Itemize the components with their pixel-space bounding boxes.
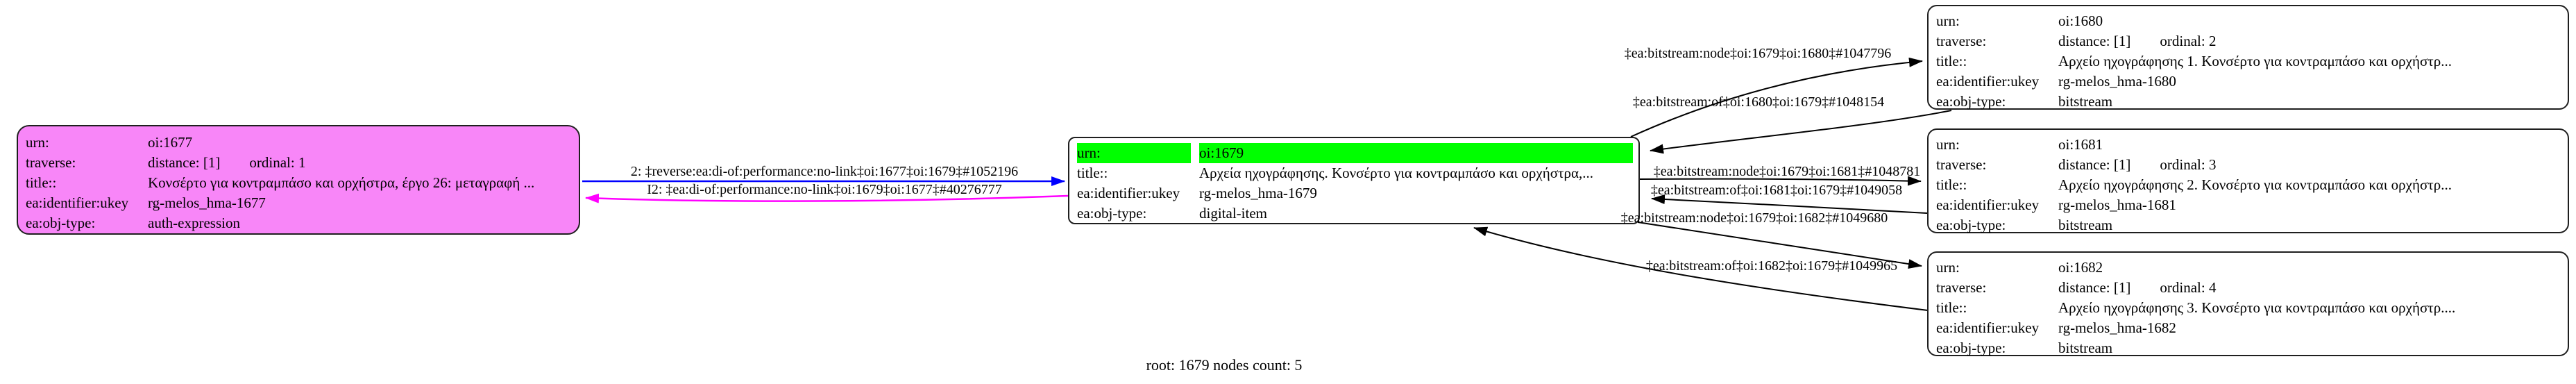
field-value: rg-melos_hma-1679 <box>1199 185 1317 201</box>
field-value: digital-item <box>1199 205 1267 222</box>
node-row: ea:identifier:ukey rg-melos_hma-1679 <box>1077 183 1633 203</box>
node-row: urn: oi:1682 <box>1936 258 2562 278</box>
node-row: traverse: distance: [1] ordinal: 2 <box>1936 31 2562 51</box>
field-value: oi:1680 <box>2058 12 2103 29</box>
node-row: urn: oi:1681 <box>1936 135 2562 155</box>
edge-label-bitstream-node-1680: ‡ea:bitstream:node‡oi:1679‡oi:1680‡#1047… <box>1624 46 1892 61</box>
field-label: ea:identifier:ukey <box>26 194 129 211</box>
field-label: traverse: <box>26 154 76 171</box>
node-row: ea:identifier:ukey rg-melos_hma-1680 <box>1936 72 2562 92</box>
field-value: rg-melos_hma-1677 <box>148 194 266 211</box>
field-value: rg-melos_hma-1681 <box>2058 197 2176 213</box>
node-row: ea:identifier:ukey rg-melos_hma-1681 <box>1936 195 2562 215</box>
node-oi-1681: urn: oi:1681 traverse: distance: [1] ordi… <box>1927 128 2569 233</box>
node-row: traverse: distance: [1] ordinal: 1 <box>26 153 573 173</box>
field-value: rg-melos_hma-1680 <box>2058 73 2176 90</box>
node-oi-1682: urn: oi:1682 traverse: distance: [1] ordi… <box>1927 251 2569 356</box>
field-label: ea:obj-type: <box>1936 93 2006 110</box>
field-label: title:: <box>26 174 57 191</box>
node-row: title:: Αρχείο ηχογράφησης 3. Κονσέρτο γ… <box>1936 298 2562 318</box>
field-label: urn: <box>26 134 49 151</box>
node-oi-1679-root: urn: oi:1679 title:: Αρχεία ηχογράφησης.… <box>1068 137 1640 224</box>
field-label: traverse: <box>1936 279 1987 296</box>
edge-bitstream-of-1680 <box>1650 110 1952 154</box>
field-label: ea:obj-type: <box>1936 340 2006 356</box>
field-value-extra: ordinal: 2 <box>2160 33 2217 49</box>
graph-caption: root: 1679 nodes count: 5 <box>1146 356 1303 374</box>
node-row: ea:identifier:ukey rg-melos_hma-1682 <box>1936 318 2562 338</box>
field-label: title:: <box>1936 53 1967 69</box>
field-value-extra: ordinal: 3 <box>2160 156 2217 173</box>
field-label: ea:obj-type: <box>1077 205 1147 222</box>
field-value-extra: ordinal: 1 <box>249 154 306 171</box>
field-label: urn: <box>1936 136 1960 153</box>
node-row: ea:identifier:ukey rg-melos_hma-1677 <box>26 193 573 213</box>
field-label: ea:identifier:ukey <box>1936 73 2040 90</box>
field-value: distance: [1] ordinal: 3 <box>2058 156 2217 173</box>
field-value: Αρχεία ηχογράφησης. Κονσέρτο για κοντραμ… <box>1199 165 1593 181</box>
field-value: oi:1677 <box>148 134 193 151</box>
node-row: traverse: distance: [1] ordinal: 4 <box>1936 278 2562 298</box>
field-label: traverse: <box>1936 156 1987 173</box>
field-value: bitstream <box>2058 93 2113 110</box>
field-value: Αρχείο ηχογράφησης 1. Κονσέρτο για κοντρ… <box>2058 53 2452 69</box>
node-row: traverse: distance: [1] ordinal: 3 <box>1936 155 2562 175</box>
edge-label-performance-no-link: I2: ‡ea:di-of:performance:no-link‡oi:167… <box>647 182 1002 197</box>
node-row: ea:obj-type: bitstream <box>1936 215 2562 235</box>
node-row: title:: Κονσέρτο για κοντραμπάσο και ορχ… <box>26 173 573 193</box>
field-label: title:: <box>1936 299 1967 316</box>
field-label: urn: <box>1936 12 1960 29</box>
field-value: Αρχείο ηχογράφησης 2. Κονσέρτο για κοντρ… <box>2058 176 2452 193</box>
edge-label-bitstream-node-1682: ‡ea:bitstream:node‡oi:1679‡oi:1682‡#1049… <box>1620 210 1888 226</box>
field-value: auth-expression <box>148 215 240 231</box>
field-label: title:: <box>1936 176 1967 193</box>
field-value: oi:1682 <box>2058 259 2103 276</box>
node-row: ea:obj-type: auth-expression <box>26 213 573 233</box>
field-value: distance: [1] ordinal: 1 <box>148 154 306 171</box>
node-oi-1677: urn: oi:1677 traverse: distance: [1] ordi… <box>17 125 580 235</box>
node-oi-1680: urn: oi:1680 traverse: distance: [1] ordi… <box>1927 5 2569 110</box>
field-value: Αρχείο ηχογράφησης 3. Κονσέρτο για κοντρ… <box>2058 299 2456 316</box>
node-row-highlighted: urn: oi:1679 <box>1077 143 1633 163</box>
field-value: rg-melos_hma-1682 <box>2058 319 2176 336</box>
node-row: ea:obj-type: bitstream <box>1936 92 2562 112</box>
node-row: urn: oi:1680 <box>1936 11 2562 31</box>
field-value: distance: [1] ordinal: 2 <box>2058 33 2217 49</box>
field-label: traverse: <box>1936 33 1987 49</box>
edge-label-reverse-performance-link: 2: ‡reverse:ea:di-of:performance:no-link… <box>630 164 1019 179</box>
field-label: ea:identifier:ukey <box>1936 197 2040 213</box>
field-value: Κονσέρτο για κοντραμπάσο και ορχήστρα, έ… <box>148 174 535 191</box>
edge-bitstream-node-1681 <box>1639 176 1922 186</box>
edge-label-bitstream-node-1681: ‡ea:bitstream:node‡oi:1679‡oi:1681‡#1048… <box>1653 164 1921 179</box>
field-label: ea:identifier:ukey <box>1936 319 2040 336</box>
field-label: ea:obj-type: <box>1936 217 2006 233</box>
node-row: title:: Αρχεία ηχογράφησης. Κονσέρτο για… <box>1077 163 1633 183</box>
edge-label-bitstream-of-1680: ‡ea:bitstream:of‡oi:1680‡oi:1679‡#104815… <box>1632 94 1885 110</box>
field-label: urn: <box>1936 259 1960 276</box>
field-value-extra: ordinal: 4 <box>2160 279 2217 296</box>
node-row: title:: Αρχείο ηχογράφησης 2. Κονσέρτο γ… <box>1936 175 2562 195</box>
node-row: ea:obj-type: bitstream <box>1936 338 2562 358</box>
field-value: oi:1679 <box>1199 143 1633 163</box>
field-value: bitstream <box>2058 217 2113 233</box>
node-row: urn: oi:1677 <box>26 133 573 153</box>
field-value: bitstream <box>2058 340 2113 356</box>
field-label: urn: <box>1077 143 1191 163</box>
field-label: title:: <box>1077 165 1108 181</box>
field-label: ea:obj-type: <box>26 215 96 231</box>
edge-label-bitstream-of-1681: ‡ea:bitstream:of‡oi:1681‡oi:1679‡#104905… <box>1650 183 1903 198</box>
field-value: oi:1681 <box>2058 136 2103 153</box>
node-row: title:: Αρχείο ηχογράφησης 1. Κονσέρτο γ… <box>1936 51 2562 72</box>
field-value: distance: [1] ordinal: 4 <box>2058 279 2217 296</box>
edge-label-bitstream-of-1682: ‡ea:bitstream:of‡oi:1682‡oi:1679‡#104996… <box>1645 258 1898 274</box>
field-label: ea:identifier:ukey <box>1077 185 1180 201</box>
node-row: ea:obj-type: digital-item <box>1077 203 1633 224</box>
